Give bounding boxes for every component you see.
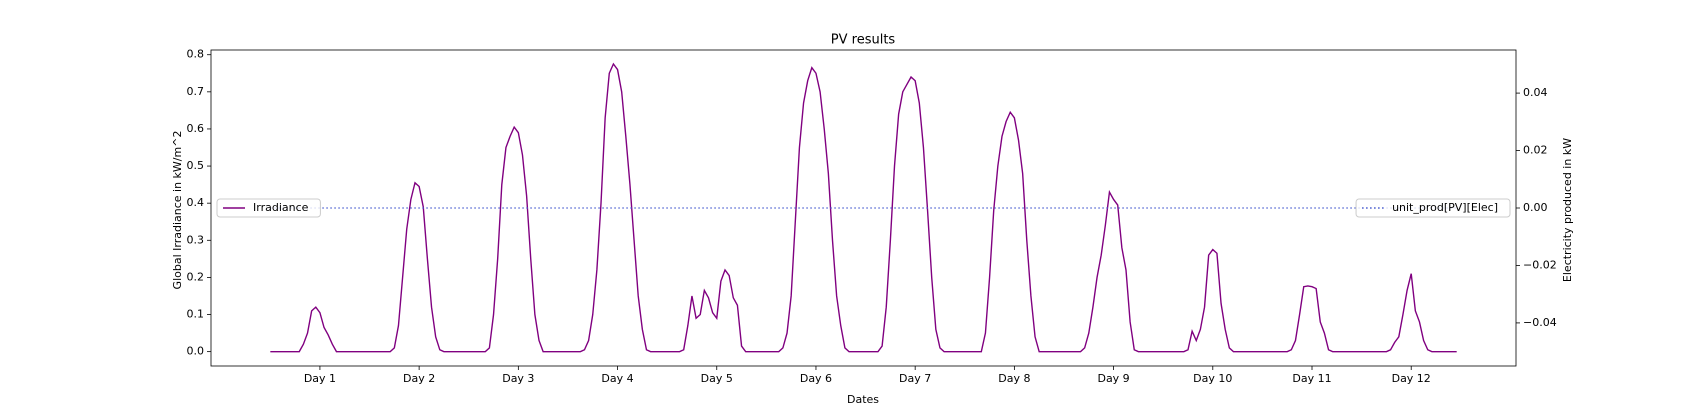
x-axis-label: Dates xyxy=(847,393,879,406)
y-tick-label: 0.3 xyxy=(187,233,205,246)
y-tick-label: 0.0 xyxy=(187,345,205,358)
y2-axis-label: Electricity produced in kW xyxy=(1561,138,1574,282)
y-axis-label: Global Irradiance in kW/m^2 xyxy=(171,131,184,290)
legend: unit_prod[PV][Elec] xyxy=(1355,198,1511,218)
plot-frame xyxy=(210,49,1517,367)
x-tick-label: Day 7 xyxy=(899,372,931,385)
y2-tick-label: −0.04 xyxy=(1523,316,1557,329)
y-tick-label: 0.4 xyxy=(187,196,205,209)
y-tick-label: 0.5 xyxy=(187,159,205,172)
y2-tick-label: 0.00 xyxy=(1523,201,1548,214)
legend-label: unit_prod[PV][Elec] xyxy=(1392,201,1498,214)
line-series xyxy=(270,62,1457,353)
x-tick-label: Day 1 xyxy=(304,372,336,385)
y2-tick-label: 0.04 xyxy=(1523,86,1548,99)
x-tick-label: Day 11 xyxy=(1292,372,1331,385)
x-tick-label: Day 12 xyxy=(1392,372,1431,385)
y-tick-label: 0.8 xyxy=(187,48,205,61)
x-tick-label: Day 8 xyxy=(998,372,1030,385)
y2-tick-label: 0.02 xyxy=(1523,144,1548,157)
x-tick-label: Day 5 xyxy=(701,372,733,385)
y-tick-label: 0.1 xyxy=(187,308,205,321)
y-tick-label: 0.2 xyxy=(187,270,205,283)
chart-title: PV results xyxy=(831,33,896,48)
x-tick-label: Day 10 xyxy=(1193,372,1232,385)
legend: Irradiance xyxy=(216,198,321,218)
y-tick-label: 0.7 xyxy=(187,85,205,98)
legend-box xyxy=(1355,198,1511,218)
x-tick-label: Day 3 xyxy=(502,372,534,385)
y-tick-label: 0.6 xyxy=(187,122,205,135)
y2-tick-label: −0.02 xyxy=(1523,258,1557,271)
x-tick-label: Day 4 xyxy=(601,372,633,385)
legend-label: Irradiance xyxy=(253,201,309,214)
legend-box xyxy=(216,198,321,218)
x-tick-label: Day 6 xyxy=(800,372,832,385)
x-tick-label: Day 9 xyxy=(1097,372,1129,385)
x-tick-label: Day 2 xyxy=(403,372,435,385)
